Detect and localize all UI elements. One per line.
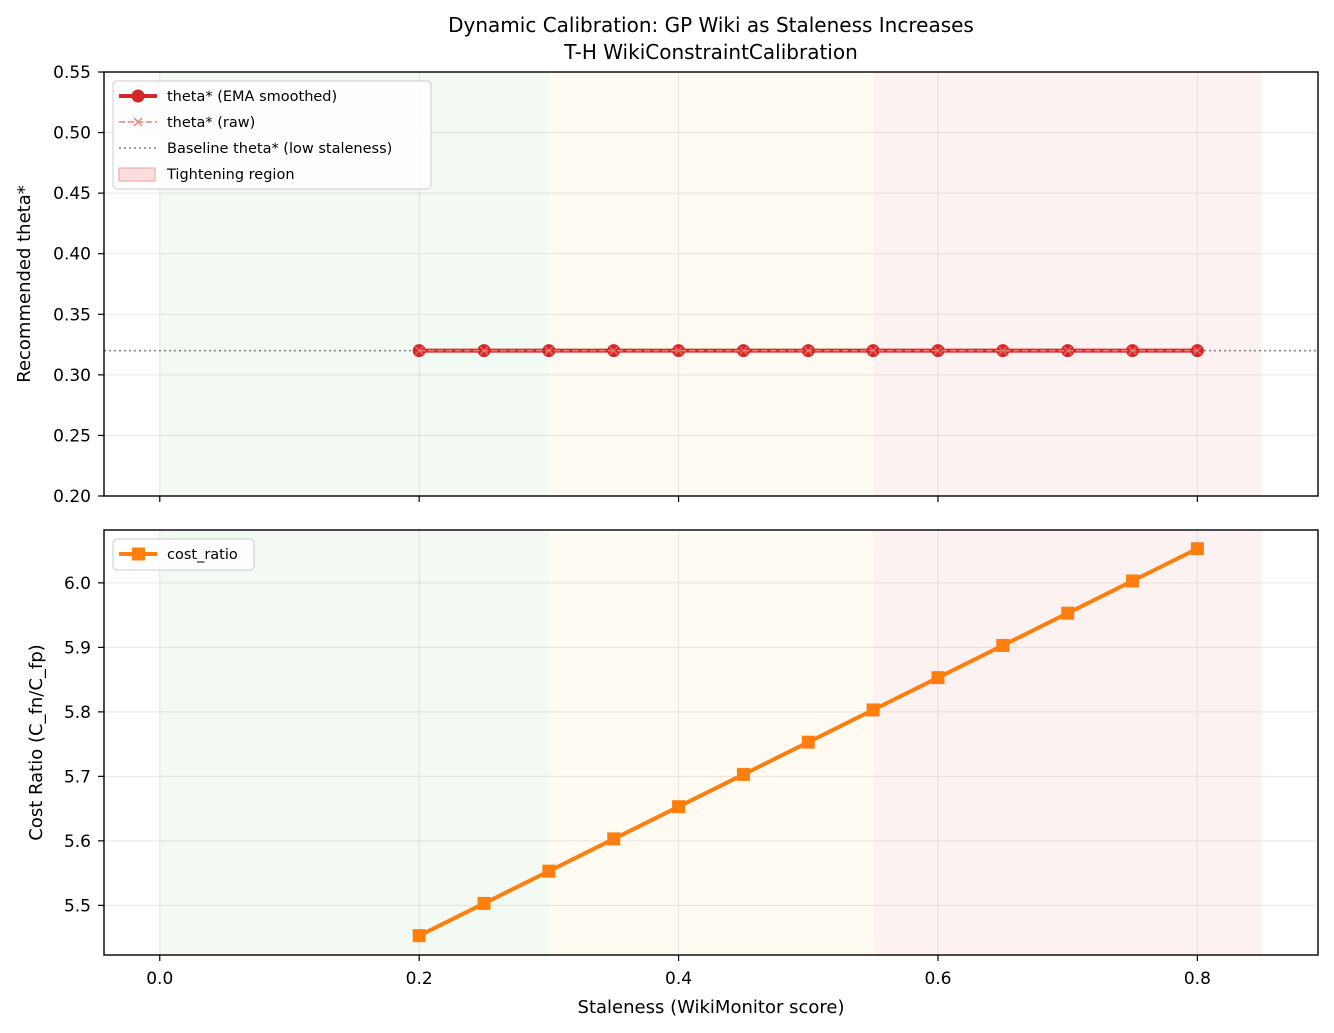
legend-box <box>112 80 432 190</box>
axes-frame <box>103 529 1319 956</box>
legend-ema-marker <box>131 89 145 103</box>
y-tick-label-5: 0.45 <box>53 184 91 204</box>
raw-point-1 <box>479 346 489 356</box>
x-tick-label-3: 0.6 <box>924 969 951 989</box>
legend-baseline-label: Baseline theta* (low staleness) <box>167 141 392 157</box>
y-tick-label-3: 0.35 <box>53 305 91 325</box>
raw-point-7 <box>868 346 878 356</box>
legend-raw-label: theta* (raw) <box>167 115 255 131</box>
y-tick-label-0: 5.5 <box>64 896 91 916</box>
raw-point-11 <box>1127 346 1138 356</box>
legend-raw-marker <box>133 117 143 127</box>
staleness-region-2 <box>873 530 1263 955</box>
y-tick-label-4: 5.9 <box>64 638 91 658</box>
top-panel: 0.20 0.25 0.30 0.35 0.40 0.45 0.50 0.55 Recommen… <box>14 63 1319 507</box>
y-tick-label-0: 0.20 <box>53 487 91 507</box>
raw-point-12 <box>1192 346 1202 356</box>
raw-point-4 <box>674 346 684 356</box>
cost-ratio-point-2 <box>542 864 556 878</box>
x-tick-label-4: 0.8 <box>1184 969 1211 989</box>
raw-point-3 <box>609 346 619 356</box>
raw-point-5 <box>738 346 748 356</box>
legend-box <box>112 538 255 571</box>
y-tick-label-2: 0.30 <box>53 366 91 386</box>
raw-point-2 <box>544 346 554 356</box>
staleness-region-0 <box>159 530 549 955</box>
staleness-region-1 <box>548 530 874 955</box>
y-axis-label: Recommended theta* <box>14 185 35 383</box>
cost-ratio-point-5 <box>736 767 750 781</box>
staleness-region-2 <box>873 72 1263 496</box>
y-axis-label: Cost Ratio (C_fn/C_fp) <box>26 644 47 840</box>
y-tick-label-7: 0.55 <box>53 63 91 83</box>
cost-ratio-point-9 <box>996 638 1010 652</box>
legend-region-swatch <box>118 167 156 182</box>
cost-ratio-point-10 <box>1061 606 1075 620</box>
legend-cost-ratio-label: cost_ratio <box>167 547 238 563</box>
legend-cost-ratio-marker <box>132 547 145 561</box>
bottom-panel: 0.0 0.2 0.4 0.6 0.8 5.5 5.6 5.7 5.8 5.9 6.0 Cost Ra… <box>26 529 1319 1018</box>
y-tick-label-5: 6.0 <box>64 574 91 594</box>
legend-region-label: Tightening region <box>166 167 295 183</box>
raw-point-10 <box>1063 346 1073 356</box>
x-tick-label-2: 0.4 <box>665 969 692 989</box>
cost-ratio-point-1 <box>477 896 491 910</box>
cost-ratio-point-8 <box>931 671 945 685</box>
y-tick-label-6: 0.50 <box>53 124 91 144</box>
cost-ratio-point-6 <box>801 735 815 749</box>
y-tick-label-4: 0.40 <box>53 245 91 265</box>
y-tick-label-1: 0.25 <box>53 426 91 446</box>
chart-subtitle: T-H WikiConstraintCalibration <box>563 40 858 64</box>
x-tick-label-0: 0.0 <box>146 969 173 989</box>
raw-point-0 <box>414 346 424 356</box>
raw-point-6 <box>803 346 813 356</box>
y-tick-label-3: 5.8 <box>64 703 91 723</box>
y-tick-label-2: 5.7 <box>64 767 91 787</box>
cost-ratio-point-3 <box>607 832 621 846</box>
raw-point-9 <box>998 346 1008 356</box>
y-tick-label-1: 5.6 <box>64 832 91 852</box>
cost-ratio-point-4 <box>672 800 686 814</box>
cost-ratio-point-0 <box>412 929 426 943</box>
cost-ratio-point-11 <box>1126 574 1140 588</box>
x-tick-label-1: 0.2 <box>406 969 433 989</box>
cost-ratio-point-12 <box>1190 542 1204 556</box>
axes-frame <box>103 71 1319 497</box>
staleness-region-1 <box>548 72 874 496</box>
cost-ratio-point-7 <box>866 703 880 717</box>
raw-point-8 <box>933 346 943 356</box>
chart-title: Dynamic Calibration: GP Wiki as Stalenes… <box>448 13 974 37</box>
x-axis-label: Staleness (WikiMonitor score) <box>578 997 845 1018</box>
legend-ema-label: theta* (EMA smoothed) <box>167 89 337 105</box>
